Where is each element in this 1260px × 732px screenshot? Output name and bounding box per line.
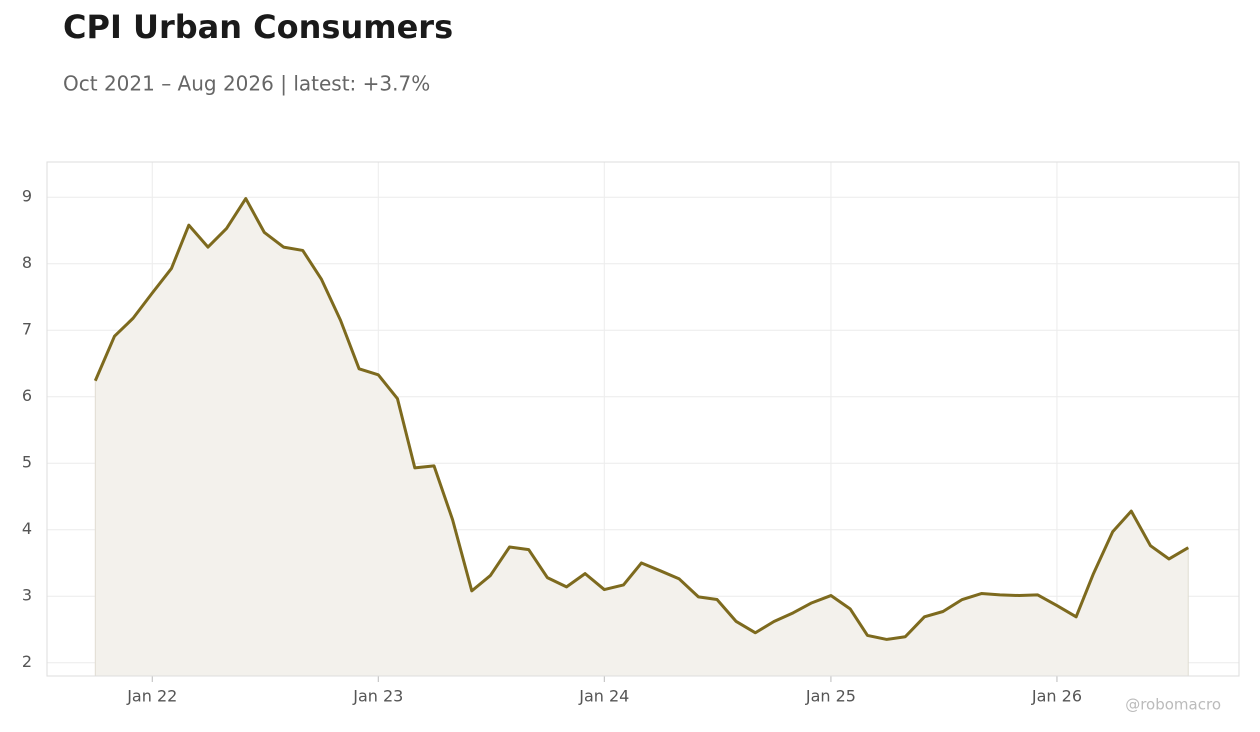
chart-subtitle: Oct 2021 – Aug 2026 | latest: +3.7%: [63, 72, 430, 96]
plot-frame: [46, 161, 1240, 677]
watermark: @robomacro: [1125, 696, 1221, 714]
y-tick-label: 2: [22, 652, 32, 671]
y-tick-label: 9: [22, 187, 32, 206]
x-tick-label: Jan 24: [578, 687, 629, 706]
y-tick-label: 4: [22, 519, 32, 538]
y-tick-label: 6: [22, 386, 32, 405]
x-tick-label: Jan 23: [352, 687, 403, 706]
line: [93, 197, 1189, 641]
y-tick-label: 5: [22, 453, 32, 472]
y-tick-label: 7: [22, 320, 32, 339]
x-tick-label: Jan 26: [1031, 687, 1082, 706]
x-tick-label: Jan 22: [126, 687, 177, 706]
area: [94, 197, 1189, 677]
y-tick-label: 8: [22, 253, 32, 272]
chart-title: CPI Urban Consumers: [63, 8, 453, 46]
x-tick-label: Jan 25: [805, 687, 856, 706]
y-tick-label: 3: [22, 586, 32, 605]
